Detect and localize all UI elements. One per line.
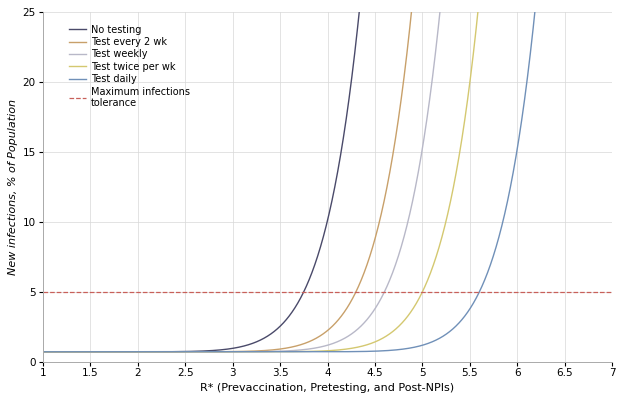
Test weekly [488, 0, 495, 1]
Test every 2 wk [39, 349, 46, 354]
Test every 2 wk [316, 334, 323, 338]
No testing [301, 288, 308, 292]
Test daily [487, 260, 495, 265]
Test every 2 wk [409, 0, 417, 1]
Test twice per wk [608, 0, 616, 1]
No testing [608, 0, 616, 1]
Test twice per wk [316, 349, 323, 354]
Line: Test twice per wk: Test twice per wk [42, 0, 612, 352]
Test every 2 wk [592, 0, 600, 1]
Test daily [39, 349, 46, 354]
Line: No testing: No testing [42, 0, 612, 352]
Test weekly [592, 0, 600, 1]
Test twice per wk [39, 349, 46, 354]
No testing [592, 0, 600, 1]
Test weekly [437, 0, 445, 1]
Test every 2 wk [301, 341, 308, 346]
Test twice per wk [301, 349, 308, 354]
Test weekly [608, 0, 616, 1]
Test every 2 wk [68, 349, 76, 354]
Test daily [68, 349, 76, 354]
Test every 2 wk [592, 0, 600, 1]
Test twice per wk [68, 349, 76, 354]
Test weekly [301, 347, 308, 352]
Legend: No testing, Test every 2 wk, Test weekly, Test twice per wk, Test daily, Maximum: No testing, Test every 2 wk, Test weekly… [65, 21, 194, 112]
Test twice per wk [592, 0, 600, 1]
Test weekly [39, 349, 46, 354]
Line: Test weekly: Test weekly [42, 0, 612, 352]
Test daily [532, 0, 540, 1]
Test daily [592, 0, 600, 1]
No testing [316, 247, 323, 252]
Test every 2 wk [608, 0, 616, 1]
No testing [488, 0, 495, 1]
Test weekly [592, 0, 600, 1]
X-axis label: R* (Prevaccination, Pretesting, and Post-NPIs): R* (Prevaccination, Pretesting, and Post… [200, 383, 455, 393]
No testing [592, 0, 600, 1]
Line: Test every 2 wk: Test every 2 wk [42, 0, 612, 352]
No testing [357, 0, 364, 1]
Test twice per wk [476, 0, 484, 1]
No testing [39, 349, 46, 354]
Test weekly [68, 349, 76, 354]
Test twice per wk [488, 0, 495, 1]
Test daily [608, 0, 616, 1]
No testing [68, 349, 76, 354]
Test twice per wk [592, 0, 600, 1]
Test daily [301, 349, 308, 354]
Test every 2 wk [488, 0, 495, 1]
Test daily [592, 0, 600, 1]
Maximum infections
tolerance [39, 289, 46, 294]
Y-axis label: New infections, % of Population: New infections, % of Population [8, 99, 18, 275]
Line: Test daily: Test daily [42, 0, 612, 352]
Test weekly [316, 345, 323, 350]
Test daily [316, 349, 323, 354]
